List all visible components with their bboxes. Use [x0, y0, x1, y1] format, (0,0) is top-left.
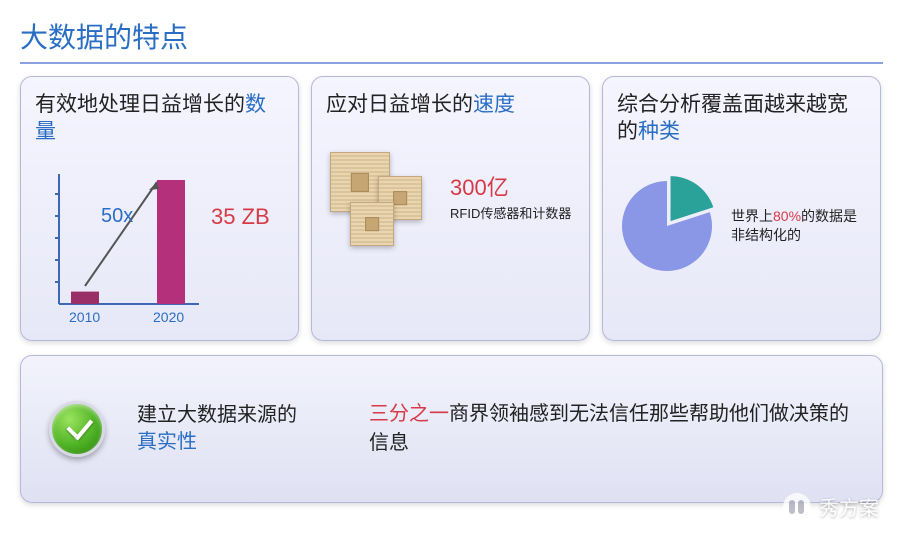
card2-texts: 300亿 RFID传感器和计数器 [450, 170, 571, 223]
card-velocity-title: 应对日益增长的速度 [326, 91, 575, 118]
xlabel-2020: 2020 [153, 309, 184, 325]
card2-body: 300亿 RFID传感器和计数器 [326, 146, 575, 246]
pie-svg [617, 174, 717, 274]
card-variety: 综合分析覆盖面越来越宽的种类 世界上80%的数据是非结构化的 [602, 76, 881, 341]
volume-stat: 35 ZB [211, 204, 270, 229]
bar-chart-svg: 50x 2010 2020 35 ZB [35, 156, 295, 331]
title-underline [20, 62, 883, 64]
card-veracity: 建立大数据来源的真实性 三分之一商界领袖感到无法信任那些帮助他们做决策的信息 [20, 355, 883, 503]
velocity-sub: RFID传感器和计数器 [450, 206, 571, 223]
velocity-stat: 300亿 [450, 170, 571, 202]
xlabel-2010: 2010 [69, 309, 100, 325]
cards-row: 有效地处理日益增长的数量 50x [0, 76, 903, 341]
card-variety-title: 综合分析覆盖面越来越宽的种类 [617, 91, 866, 146]
page-title: 大数据的特点 [0, 0, 903, 62]
card3-title-hl: 种类 [638, 120, 680, 143]
card3-body: 世界上80%的数据是非结构化的 [617, 174, 866, 274]
chip-2 [350, 202, 394, 246]
wechat-icon [783, 493, 811, 521]
veracity-text1: 建立大数据来源的真实性 [137, 402, 337, 456]
watermark-text: 秀方案 [819, 492, 879, 521]
watermark: 秀方案 [783, 492, 879, 521]
card-velocity: 应对日益增长的速度 300亿 RFID传感器和计数器 [311, 76, 590, 341]
card3-texts: 世界上80%的数据是非结构化的 [731, 203, 866, 243]
volume-bar-chart: 50x 2010 2020 35 ZB [35, 156, 284, 331]
card-volume-title: 有效地处理日益增长的数量 [35, 91, 284, 146]
card-volume: 有效地处理日益增长的数量 50x [20, 76, 299, 341]
veracity-text2: 三分之一商界领袖感到无法信任那些帮助他们做决策的信息 [369, 400, 854, 458]
variety-pie-chart [617, 174, 717, 274]
rfid-chip-icon [326, 146, 436, 246]
multiplier-label: 50x [101, 205, 133, 227]
card1-title-pre: 有效地处理日益增长的 [35, 93, 245, 116]
card2-title-pre: 应对日益增长的 [326, 93, 473, 116]
card2-title-hl: 速度 [473, 93, 515, 116]
variety-stat: 世界上80%的数据是非结构化的 [731, 207, 866, 243]
checkmark-icon [49, 401, 105, 457]
